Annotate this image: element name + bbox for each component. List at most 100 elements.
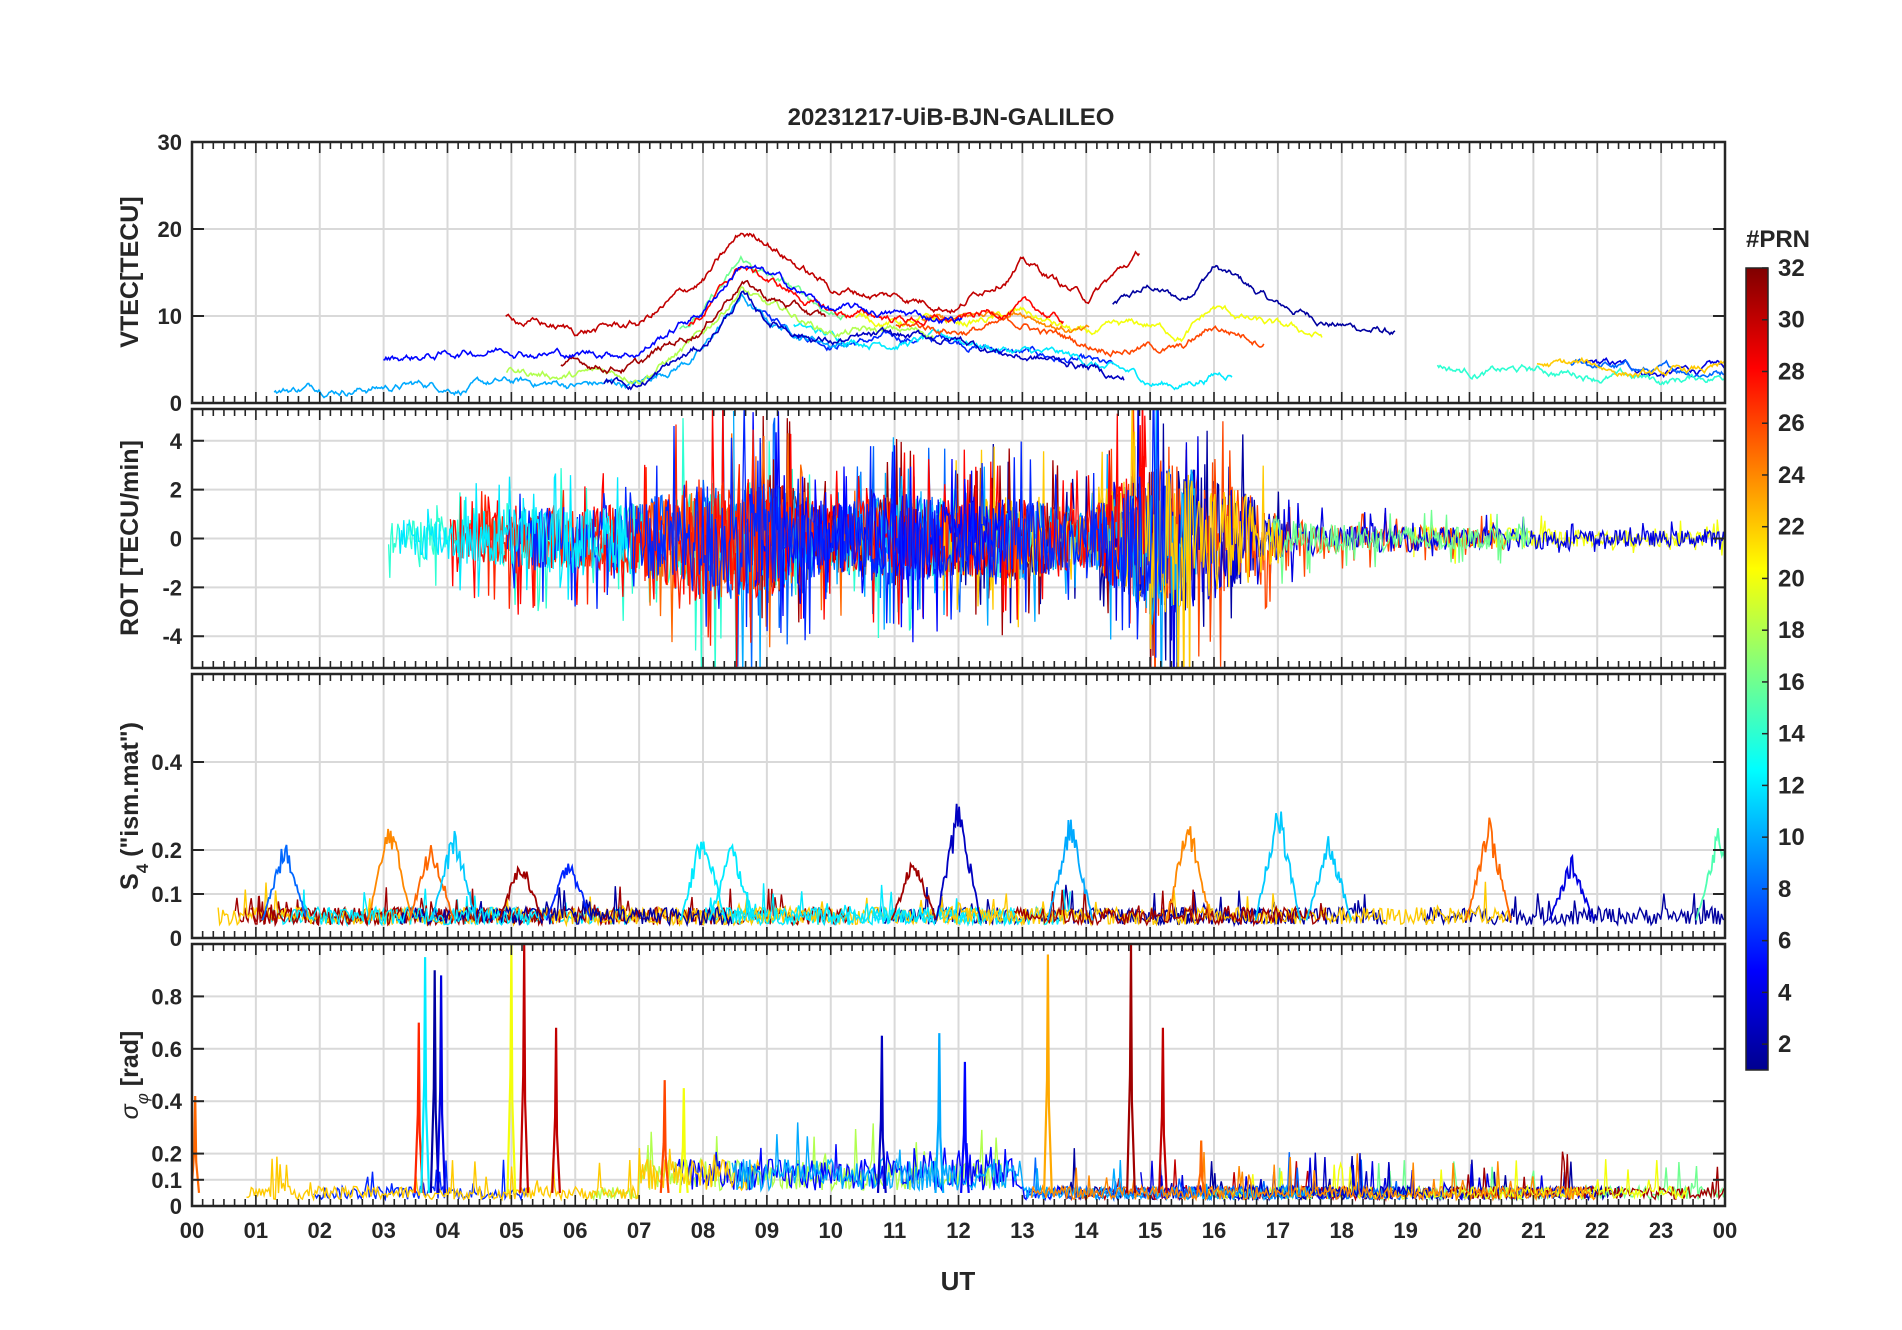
- y-tick-label: 0: [170, 391, 182, 416]
- colorbar-tick-label: 6: [1778, 928, 1791, 955]
- s4-series-line: [873, 884, 1386, 927]
- vtec-series-line: [505, 286, 934, 385]
- sigma-spike-line: [934, 1033, 945, 1193]
- x-tick-label: 03: [371, 1218, 395, 1243]
- s4-event-line: [497, 865, 545, 921]
- grid: [192, 944, 1725, 1207]
- panel-vtec: 0 10 20 30 VTEC[TECU]: [116, 130, 1727, 416]
- x-minor-ticks: [191, 674, 1726, 938]
- s4-event-line: [408, 845, 455, 921]
- x-tick-label: 11: [883, 1218, 906, 1243]
- colorbar-tick-label: 8: [1778, 876, 1791, 903]
- colorbar-label: #PRN: [1746, 226, 1810, 253]
- s4-event-line: [1548, 853, 1595, 921]
- x-tick-label: 05: [499, 1218, 523, 1243]
- s4-series-line: [940, 881, 1512, 927]
- vtec-series-line: [1569, 358, 1725, 378]
- sigma-spike-line: [1126, 944, 1136, 1193]
- x-tick-label: 13: [1010, 1218, 1034, 1243]
- sigma-spike-line: [413, 1022, 424, 1193]
- y-tick-label: 0.6: [151, 1037, 182, 1062]
- s4-event-line: [935, 803, 982, 921]
- y-tick-label: 10: [158, 304, 182, 329]
- s4-event-line: [1254, 811, 1302, 921]
- vtec-series-line: [793, 321, 1233, 391]
- rot-series-line: [1268, 509, 1532, 584]
- y-tick-label: -4: [162, 624, 182, 649]
- y-axis-label: ROT [TECU/min]: [116, 440, 144, 636]
- s4-series-line: [250, 887, 541, 927]
- x-minor-ticks: [191, 409, 1726, 668]
- y-tick-label: 0.8: [151, 984, 182, 1009]
- vtec-series-line: [603, 290, 1125, 391]
- y-tick-label: 0.4: [151, 750, 182, 775]
- sigma-spike-line: [429, 970, 440, 1193]
- y-tick-label: 2: [170, 478, 182, 503]
- s4-series-line: [290, 892, 539, 927]
- y-tick-label: 0: [170, 1194, 182, 1219]
- s4-series-line: [1420, 893, 1725, 928]
- s4-event-line: [1465, 817, 1512, 921]
- series-lines: [217, 803, 1725, 928]
- s4-event-line: [366, 828, 412, 921]
- x-tick-label: 00: [180, 1218, 204, 1243]
- y-tick-label: 0.1: [151, 882, 182, 907]
- sigma-spike-line: [678, 1088, 689, 1193]
- sigma-spike-line: [551, 1027, 561, 1193]
- s4-event-line: [1695, 828, 1725, 921]
- s4-event-line: [1305, 836, 1353, 921]
- x-axis-label: UT: [941, 1266, 976, 1296]
- colorbar-tick-label: 12: [1778, 772, 1805, 799]
- vtec-series-line: [1436, 363, 1725, 386]
- x-tick-label: 09: [755, 1218, 779, 1243]
- x-tick-label: 18: [1330, 1218, 1354, 1243]
- s4-event-line: [708, 842, 755, 921]
- s4-event-line: [545, 863, 593, 921]
- panel-rot: -4 -2 0 2 4 ROT [TECU/min]: [116, 407, 1727, 670]
- x-tick-label: 01: [244, 1218, 268, 1243]
- y-axis-label: σφ [rad]: [116, 1031, 152, 1120]
- colorbar-tick-label: 18: [1778, 617, 1805, 644]
- colorbar-tick-label: 14: [1778, 721, 1805, 748]
- sigma-spike-line: [506, 944, 517, 1193]
- s4-series-line: [269, 888, 632, 928]
- sigma-series-line: [589, 1123, 1005, 1202]
- vtec-series-line: [758, 309, 1114, 365]
- vtec-series-line: [1583, 357, 1725, 379]
- sigma-spike-line: [519, 944, 530, 1193]
- y-ticks: 00.10.2 0.4 0.6 0.8: [151, 984, 1725, 1219]
- y-tick-label: 0.4: [151, 1089, 182, 1114]
- y-tick-label: 0.2: [151, 838, 182, 863]
- x-tick-label: 20: [1457, 1218, 1481, 1243]
- x-tick-label: 07: [627, 1218, 651, 1243]
- colorbar-tick-label: 32: [1778, 255, 1805, 282]
- x-minor-ticks: [191, 944, 1726, 1206]
- x-tick-label: 06: [563, 1218, 587, 1243]
- vtec-series-line: [383, 264, 963, 362]
- colorbar-tick-label: 10: [1778, 824, 1805, 851]
- x-tick-label: 23: [1649, 1218, 1673, 1243]
- vtec-series-line: [855, 304, 1323, 343]
- s4-event-line: [430, 830, 478, 921]
- vtec-series-line: [1536, 356, 1725, 379]
- y-tick-label: 0.2: [151, 1142, 182, 1167]
- colorbar-tick-label: 28: [1778, 358, 1805, 385]
- colorbar-tick-label: 24: [1778, 462, 1805, 489]
- x-tick-label: 00: [1713, 1218, 1737, 1243]
- x-tick-label: 19: [1393, 1218, 1417, 1243]
- sigma-spike-line: [659, 1080, 670, 1193]
- x-tick-label: 04: [435, 1218, 460, 1243]
- panel-sigma: 00.10.2 0.4 0.6 0.8 σφ [rad] 00 01 02 03 04 05 06 07…: [116, 942, 1737, 1243]
- x-tick-label: 17: [1266, 1218, 1290, 1243]
- x-tick-label: 14: [1074, 1218, 1099, 1243]
- x-tick-label: 15: [1138, 1218, 1162, 1243]
- s4-event-line: [261, 844, 307, 921]
- sigma-spike-line: [436, 975, 446, 1193]
- x-tick-label: 10: [819, 1218, 843, 1243]
- series-lines: [387, 409, 1725, 668]
- sigma-spike-line: [1043, 954, 1053, 1193]
- x-tick-label: 16: [1202, 1218, 1226, 1243]
- colorbar-tick-label: 20: [1778, 565, 1805, 592]
